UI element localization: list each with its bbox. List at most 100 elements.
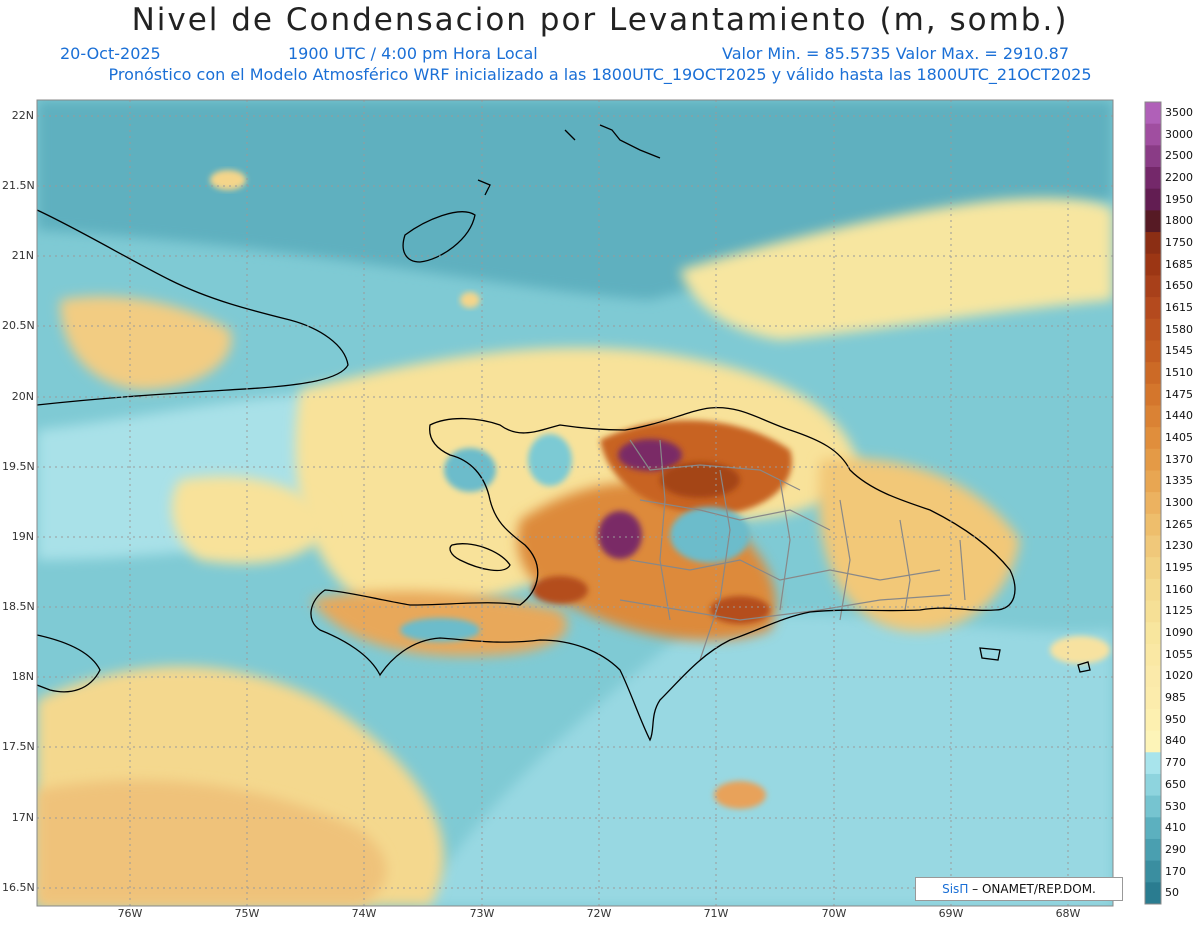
colorbar-swatch bbox=[1145, 102, 1161, 125]
colorbar bbox=[1144, 101, 1162, 905]
map-title: Nivel de Condensacion por Levantamiento … bbox=[131, 2, 1069, 38]
colorbar-swatch bbox=[1145, 687, 1161, 710]
colorbar-label: 1265 bbox=[1165, 517, 1193, 531]
colorbar-label: 1615 bbox=[1165, 300, 1193, 314]
lon-label: 72W bbox=[586, 907, 612, 920]
colorbar-swatch bbox=[1145, 773, 1161, 797]
colorbar-label: 1370 bbox=[1165, 452, 1193, 466]
colorbar-swatch bbox=[1145, 708, 1161, 732]
colorbar-frame bbox=[1144, 101, 1162, 905]
lon-label: 71W bbox=[703, 907, 729, 920]
colorbar-swatch bbox=[1145, 492, 1161, 515]
lon-label: 70W bbox=[821, 907, 847, 920]
colorbar-swatch bbox=[1145, 145, 1161, 168]
colorbar-label: 770 bbox=[1165, 756, 1186, 770]
colorbar-swatch bbox=[1145, 665, 1161, 688]
colorbar-swatch bbox=[1145, 643, 1161, 667]
colorbar-label: 1650 bbox=[1165, 279, 1193, 293]
colorbar-label: 1440 bbox=[1165, 409, 1193, 423]
lon-label: 74W bbox=[351, 907, 377, 920]
lon-label: 75W bbox=[234, 907, 260, 920]
credit-box: SisΠ – ONAMET/REP.DOM. bbox=[915, 877, 1123, 901]
colorbar-swatch bbox=[1145, 448, 1161, 471]
colorbar-label: 3500 bbox=[1165, 105, 1193, 119]
lat-label: 17.5N bbox=[2, 740, 35, 753]
forecast-date: 20-Oct-2025 bbox=[60, 44, 161, 63]
lat-label: 20N bbox=[11, 390, 34, 403]
colorbar-label: 1335 bbox=[1165, 474, 1193, 488]
colorbar-label: 1300 bbox=[1165, 496, 1193, 509]
colorbar-label: 1055 bbox=[1165, 647, 1193, 661]
colorbar-label: 840 bbox=[1165, 734, 1186, 748]
colorbar-swatch bbox=[1145, 795, 1161, 818]
colorbar-swatch bbox=[1145, 340, 1161, 363]
credit-text: – ONAMET/REP.DOM. bbox=[968, 882, 1096, 896]
colorbar-swatch bbox=[1145, 275, 1161, 298]
colorbar-swatch bbox=[1145, 557, 1161, 580]
colorbar-label: 50 bbox=[1165, 886, 1179, 900]
lon-label: 76W bbox=[117, 907, 143, 920]
colorbar-swatch bbox=[1145, 210, 1161, 233]
lat-label: 18.5N bbox=[2, 600, 35, 613]
colorbar-swatch bbox=[1145, 513, 1161, 537]
colorbar-swatch bbox=[1145, 578, 1161, 602]
colorbar-swatch bbox=[1145, 318, 1161, 341]
colorbar-swatch bbox=[1145, 232, 1161, 255]
colorbar-label: 1125 bbox=[1165, 604, 1193, 618]
colorbar-swatch bbox=[1145, 123, 1161, 146]
lat-label: 22N bbox=[11, 109, 34, 122]
lon-label: 68W bbox=[1055, 907, 1081, 920]
value-min-max: Valor Min. = 85.5735 Valor Max. = 2910.8… bbox=[722, 44, 1070, 63]
colorbar-swatch bbox=[1145, 188, 1161, 211]
colorbar-swatch bbox=[1145, 297, 1161, 320]
colorbar-swatch bbox=[1145, 838, 1161, 862]
colorbar-label: 1950 bbox=[1165, 192, 1193, 206]
colorbar-label: 1230 bbox=[1165, 539, 1193, 553]
forecast-time: 1900 UTC / 4:00 pm Hora Local bbox=[288, 44, 538, 63]
graticule bbox=[37, 100, 1113, 906]
colorbar-label: 1750 bbox=[1165, 235, 1193, 249]
colorbar-label: 1800 bbox=[1165, 214, 1193, 228]
colorbar-label: 1160 bbox=[1165, 582, 1193, 596]
map-frame bbox=[36, 99, 1114, 907]
colorbar-label: 1580 bbox=[1165, 322, 1193, 336]
credit-brand: SisΠ bbox=[942, 882, 969, 896]
colorbar-swatch bbox=[1145, 752, 1161, 775]
colorbar-label: 2200 bbox=[1165, 170, 1193, 184]
colorbar-swatch bbox=[1145, 882, 1161, 905]
colorbar-swatch bbox=[1145, 535, 1161, 558]
colorbar-label: 3000 bbox=[1165, 127, 1193, 141]
province-borders bbox=[619, 439, 966, 661]
colorbar-label: 1685 bbox=[1165, 257, 1193, 271]
lcl-shaded-field bbox=[37, 100, 1113, 906]
lon-label: 73W bbox=[469, 907, 495, 920]
colorbar-label: 410 bbox=[1165, 821, 1186, 835]
colorbar-swatch bbox=[1145, 817, 1161, 840]
colorbar-swatch bbox=[1145, 167, 1161, 190]
colorbar-swatch bbox=[1145, 600, 1161, 623]
colorbar-swatch bbox=[1145, 362, 1161, 385]
colorbar-label: 950 bbox=[1165, 712, 1186, 726]
colorbar-swatch bbox=[1145, 405, 1161, 428]
colorbar-swatch bbox=[1145, 730, 1161, 753]
colorbar-label: 1510 bbox=[1165, 365, 1193, 379]
lat-label: 16.5N bbox=[2, 881, 35, 894]
lat-label: 21.5N bbox=[2, 179, 35, 192]
lat-label: 21N bbox=[11, 249, 34, 262]
colorbar-swatch bbox=[1145, 253, 1161, 276]
colorbar-swatch bbox=[1145, 622, 1161, 645]
lat-label: 19N bbox=[11, 530, 34, 543]
colorbar-label: 1090 bbox=[1165, 626, 1193, 640]
lon-label: 69W bbox=[938, 907, 964, 920]
colorbar-label: 650 bbox=[1165, 777, 1186, 791]
colorbar-label: 530 bbox=[1165, 799, 1186, 813]
lat-label: 18N bbox=[11, 670, 34, 683]
coastlines bbox=[37, 124, 1091, 742]
lat-label: 20.5N bbox=[2, 319, 35, 332]
colorbar-label: 2500 bbox=[1165, 149, 1193, 163]
colorbar-label: 985 bbox=[1165, 691, 1186, 705]
colorbar-label: 1475 bbox=[1165, 387, 1193, 401]
colorbar-swatch bbox=[1145, 427, 1161, 450]
colorbar-label: 1195 bbox=[1165, 561, 1193, 574]
colorbar-swatch bbox=[1145, 383, 1161, 406]
